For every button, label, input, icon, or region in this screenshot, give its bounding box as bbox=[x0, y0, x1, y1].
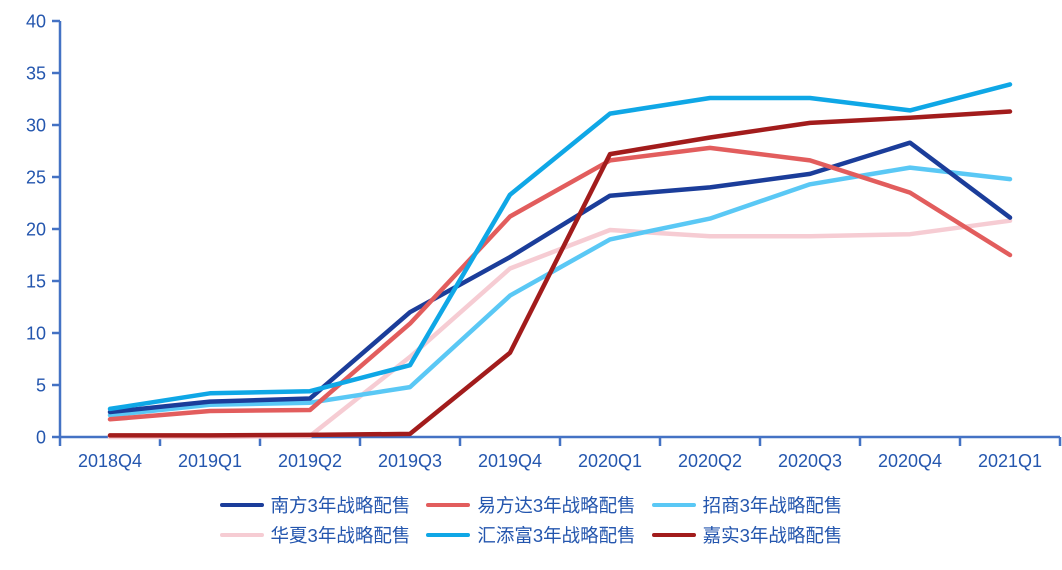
x-tick-label: 2020Q1 bbox=[578, 451, 642, 471]
series-line-5 bbox=[107, 109, 1013, 438]
legend-item-huaxia: 华夏3年战略配售 bbox=[219, 522, 411, 548]
legend-label: 嘉实3年战略配售 bbox=[702, 525, 843, 546]
y-tick-label: 40 bbox=[26, 12, 46, 32]
x-tick-label: 2020Q3 bbox=[778, 451, 842, 471]
y-tick-label: 30 bbox=[26, 116, 46, 136]
legend-swatch-icon bbox=[426, 532, 471, 538]
x-tick-label: 2020Q2 bbox=[678, 451, 742, 471]
legend-swatch-icon bbox=[426, 502, 471, 508]
x-tick-label: 2020Q4 bbox=[878, 451, 942, 471]
legend-item-zhaoshang: 招商3年战略配售 bbox=[651, 492, 843, 518]
x-tick-label: 2018Q4 bbox=[78, 451, 142, 471]
legend-item-nanfang: 南方3年战略配售 bbox=[219, 492, 411, 518]
y-tick-label: 0 bbox=[36, 428, 46, 448]
legend-item-huitianfu: 汇添富3年战略配售 bbox=[426, 522, 636, 548]
x-tick-label: 2019Q4 bbox=[478, 451, 542, 471]
legend-label: 汇添富3年战略配售 bbox=[477, 525, 636, 546]
series-line-1 bbox=[107, 145, 1013, 422]
legend-row-1: 南方3年战略配售 易方达3年战略配售 招商3年战略配售 bbox=[219, 492, 843, 518]
legend-label: 易方达3年战略配售 bbox=[477, 495, 636, 516]
legend-item-jiashi: 嘉实3年战略配售 bbox=[651, 522, 843, 548]
legend-swatch-icon bbox=[219, 532, 264, 538]
y-tick-label: 25 bbox=[26, 168, 46, 188]
legend: 南方3年战略配售 易方达3年战略配售 招商3年战略配售 华夏3年战略配售 汇添富… bbox=[0, 492, 1062, 548]
series-line-4 bbox=[107, 82, 1013, 412]
legend-label: 招商3年战略配售 bbox=[702, 495, 843, 516]
legend-swatch-icon bbox=[651, 502, 696, 508]
legend-label: 华夏3年战略配售 bbox=[270, 525, 411, 546]
legend-swatch-icon bbox=[651, 532, 696, 538]
series-line-0 bbox=[107, 140, 1013, 415]
y-tick-label: 35 bbox=[26, 64, 46, 84]
y-tick-label: 15 bbox=[26, 272, 46, 292]
x-tick-label: 2019Q2 bbox=[278, 451, 342, 471]
x-tick-label: 2019Q1 bbox=[178, 451, 242, 471]
series-line-2 bbox=[107, 165, 1013, 418]
y-tick-label: 10 bbox=[26, 324, 46, 344]
legend-item-yifangda: 易方达3年战略配售 bbox=[426, 492, 636, 518]
y-tick-label: 5 bbox=[36, 376, 46, 396]
legend-row-2: 华夏3年战略配售 汇添富3年战略配售 嘉实3年战略配售 bbox=[219, 522, 843, 548]
x-tick-label: 2021Q1 bbox=[978, 451, 1042, 471]
legend-swatch-icon bbox=[219, 502, 264, 508]
x-tick-label: 2019Q3 bbox=[378, 451, 442, 471]
y-tick-label: 20 bbox=[26, 220, 46, 240]
legend-label: 南方3年战略配售 bbox=[270, 495, 411, 516]
